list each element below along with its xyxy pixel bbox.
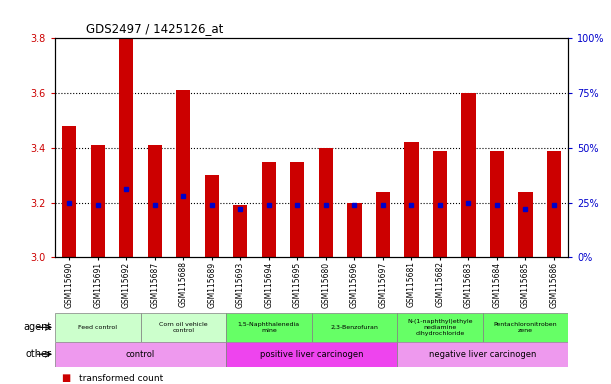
Bar [62, 126, 76, 257]
Bar [404, 142, 419, 257]
Bar [233, 205, 247, 257]
Text: GDS2497 / 1425126_at: GDS2497 / 1425126_at [86, 22, 223, 35]
Text: ■: ■ [61, 373, 70, 383]
Bar [205, 175, 219, 257]
Bar [376, 192, 390, 257]
Bar [547, 151, 561, 257]
Text: 1,5-Naphthalenedia
mine: 1,5-Naphthalenedia mine [238, 322, 300, 333]
Bar [312, 313, 397, 342]
Bar [518, 192, 533, 257]
Bar [176, 90, 191, 257]
Text: agent: agent [24, 322, 52, 333]
Bar [55, 342, 226, 367]
Bar [461, 93, 475, 257]
Text: control: control [126, 350, 155, 359]
Bar [148, 145, 162, 257]
Bar [347, 202, 362, 257]
Text: Feed control: Feed control [78, 325, 117, 330]
Text: transformed count: transformed count [79, 374, 164, 383]
Bar [397, 342, 568, 367]
Text: positive liver carcinogen: positive liver carcinogen [260, 350, 364, 359]
Bar [262, 162, 276, 257]
Text: Corn oil vehicle
control: Corn oil vehicle control [159, 322, 208, 333]
Bar [290, 162, 304, 257]
Bar [319, 148, 333, 257]
Bar [226, 342, 397, 367]
Bar [397, 313, 483, 342]
Text: negative liver carcinogen: negative liver carcinogen [429, 350, 536, 359]
Bar [119, 38, 133, 257]
Bar [226, 313, 312, 342]
Text: other: other [26, 349, 52, 359]
Text: Pentachloronitroben
zene: Pentachloronitroben zene [494, 322, 557, 333]
Bar [433, 151, 447, 257]
Bar [90, 145, 105, 257]
Text: N-(1-naphthyl)ethyle
nediamine
dihydrochloride: N-(1-naphthyl)ethyle nediamine dihydroch… [407, 319, 473, 336]
Bar [55, 313, 141, 342]
Bar [490, 151, 504, 257]
Bar [483, 313, 568, 342]
Bar [141, 313, 226, 342]
Text: 2,3-Benzofuran: 2,3-Benzofuran [331, 325, 378, 330]
